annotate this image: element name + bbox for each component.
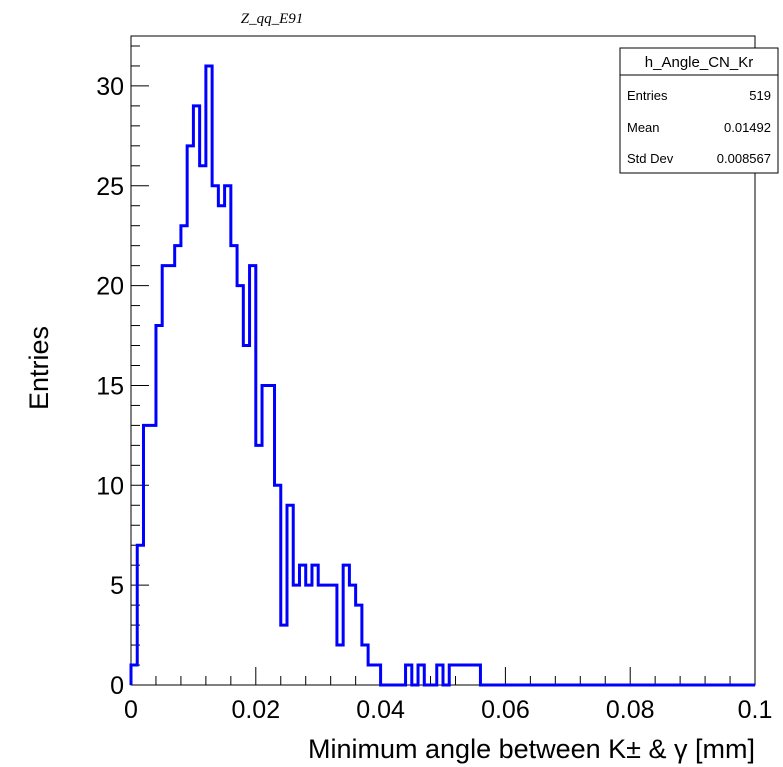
stats-box-name: h_Angle_CN_Kr bbox=[645, 54, 753, 71]
x-tick-label: 0 bbox=[124, 696, 138, 724]
y-tick-label: 30 bbox=[96, 73, 124, 101]
y-tick-label: 20 bbox=[96, 273, 124, 301]
plot-title: Z_qq_E91 bbox=[241, 11, 304, 27]
stats-stddev-value: 0.008567 bbox=[717, 151, 771, 166]
x-tick-label: 0.1 bbox=[738, 696, 773, 724]
histogram-series-line bbox=[129, 64, 755, 687]
stats-box-frame bbox=[619, 47, 779, 174]
y-tick-label: 5 bbox=[110, 572, 124, 600]
y-tick-label: 10 bbox=[96, 472, 124, 500]
stats-entries-value: 519 bbox=[749, 88, 771, 103]
stats-mean-value: 0.01492 bbox=[724, 120, 771, 135]
stats-mean-label: Mean bbox=[627, 120, 660, 135]
stats-entries-label: Entries bbox=[627, 88, 668, 103]
stats-box: h_Angle_CN_Kr Entries 519 Mean 0.01492 S… bbox=[619, 47, 779, 174]
y-tick-label: 0 bbox=[110, 672, 124, 700]
x-tick-label: 0.06 bbox=[481, 696, 530, 724]
x-tick-label: 0.04 bbox=[356, 696, 405, 724]
y-axis-title: Entries bbox=[24, 326, 54, 410]
x-axis-tick-labels: 0 0.02 0.04 0.06 0.08 0.1 bbox=[124, 696, 772, 724]
y-tick-label: 25 bbox=[96, 173, 124, 201]
x-tick-label: 0.02 bbox=[231, 696, 280, 724]
y-tick-label: 15 bbox=[96, 372, 124, 400]
y-axis-ticks bbox=[131, 45, 149, 686]
stats-stddev-label: Std Dev bbox=[627, 151, 674, 166]
x-axis-title: Minimum angle between K± & γ [mm] bbox=[308, 734, 755, 764]
x-tick-label: 0.08 bbox=[606, 696, 655, 724]
y-axis-tick-labels: 0 5 10 15 20 25 30 bbox=[96, 73, 124, 700]
